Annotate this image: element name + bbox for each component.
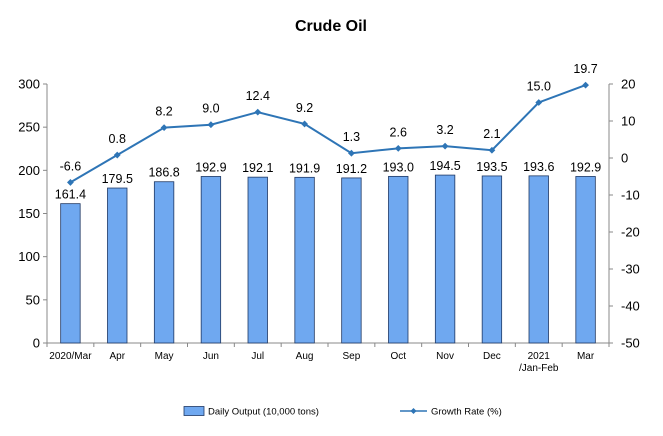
right-tick-label: 20 — [621, 77, 635, 92]
growth-value-label: 2.6 — [390, 125, 407, 139]
bar — [294, 176, 315, 344]
bar-value-label: 161.4 — [55, 188, 86, 202]
x-tick-label: Mar — [577, 351, 595, 362]
growth-value-label: 19.7 — [573, 62, 597, 76]
growth-value-label: 12.4 — [246, 89, 270, 103]
growth-point — [535, 99, 543, 106]
bar — [247, 176, 268, 344]
x-tick-label: Dec — [483, 351, 501, 362]
right-tick-label: -40 — [621, 299, 640, 314]
right-tick-label: -20 — [621, 225, 640, 240]
axes: 050100150200250300-50-40-30-20-100102020… — [18, 77, 640, 375]
growth-value-label: -6.6 — [60, 159, 82, 173]
bar — [528, 175, 549, 344]
growth-value-label: 3.2 — [436, 123, 453, 137]
growth-point — [113, 151, 121, 159]
bar-value-label: 193.6 — [523, 160, 554, 174]
bar-value-label: 194.5 — [429, 159, 460, 173]
bar-value-label: 192.9 — [195, 160, 226, 174]
growth-point — [254, 108, 262, 116]
growth-point — [160, 124, 168, 132]
bar — [575, 176, 596, 344]
left-tick-label: 250 — [18, 120, 40, 135]
bar-value-label: 191.2 — [336, 162, 367, 176]
bar-value-label: 186.8 — [148, 166, 179, 180]
right-tick-label: -10 — [621, 188, 640, 203]
growth-point — [207, 121, 215, 129]
x-tick-label: Apr — [109, 351, 125, 362]
x-tick-label: Sep — [343, 351, 361, 362]
bar — [388, 175, 409, 344]
growth-point — [582, 81, 589, 89]
bar — [107, 187, 128, 344]
growth-value-label: 2.1 — [483, 127, 500, 141]
growth-value-label: 0.8 — [109, 132, 126, 146]
bar-series: 161.4 179.5 186.8 192.9 192.1 191.9 191.2 193.0… — [55, 159, 601, 344]
left-tick-label: 150 — [18, 206, 40, 221]
growth-point — [488, 146, 496, 154]
legend: Daily Output (10,000 tons) Growth Rate (%… — [183, 406, 502, 418]
bar-value-label: 192.1 — [242, 161, 273, 175]
bar-value-label: 179.5 — [102, 172, 133, 186]
line-series: -6.6 0.8 8.2 9.0 12.4 9.2 1.3 2.6 3.2 2.1 15.0 19.7 — [60, 62, 598, 186]
legend-line-label: Growth Rate (%) — [431, 407, 502, 418]
growth-point — [67, 179, 74, 186]
bar-value-label: 192.9 — [570, 160, 601, 174]
growth-point — [394, 144, 402, 152]
x-tick-label: Aug — [296, 351, 314, 362]
x-tick-label: Jun — [203, 351, 219, 362]
bar — [341, 177, 362, 344]
x-tick-label: Oct — [390, 351, 406, 362]
growth-value-label: 15.0 — [527, 80, 551, 94]
growth-point — [301, 120, 308, 128]
left-tick-label: 0 — [33, 336, 40, 351]
growth-point — [348, 149, 355, 157]
left-tick-label: 100 — [18, 249, 40, 264]
x-tick-label: 2020/Mar — [49, 351, 92, 362]
bar — [200, 176, 222, 344]
legend-line-marker — [410, 408, 417, 414]
growth-line — [69, 84, 586, 184]
growth-value-label: 9.0 — [202, 102, 219, 116]
chart-title: Crude Oil — [295, 18, 367, 35]
right-tick-label: -30 — [621, 262, 640, 277]
growth-point — [441, 142, 449, 150]
left-tick-label: 200 — [18, 163, 40, 178]
bar-value-label: 193.0 — [383, 160, 414, 174]
legend-bar-swatch — [183, 406, 205, 416]
bar — [481, 175, 503, 344]
bar — [60, 203, 81, 344]
growth-value-label: 1.3 — [343, 130, 360, 144]
bar — [153, 181, 175, 344]
right-tick-label: 0 — [621, 151, 628, 166]
bar — [434, 174, 456, 344]
x-tick-label: Nov — [436, 351, 454, 362]
right-tick-label: 10 — [621, 114, 635, 129]
x-tick-label: Jul — [251, 351, 264, 362]
bar-value-label: 191.9 — [289, 161, 320, 175]
legend-bar-label: Daily Output (10,000 tons) — [208, 407, 319, 418]
x-tick-label: May — [155, 351, 174, 362]
growth-value-label: 8.2 — [155, 105, 172, 119]
left-tick-label: 300 — [18, 77, 40, 92]
left-tick-label: 50 — [26, 292, 40, 307]
growth-value-label: 9.2 — [296, 101, 313, 115]
bar-value-label: 193.5 — [476, 160, 507, 174]
right-tick-label: -50 — [621, 336, 640, 351]
x-tick-label: 2021/Jan-Feb — [519, 351, 559, 374]
